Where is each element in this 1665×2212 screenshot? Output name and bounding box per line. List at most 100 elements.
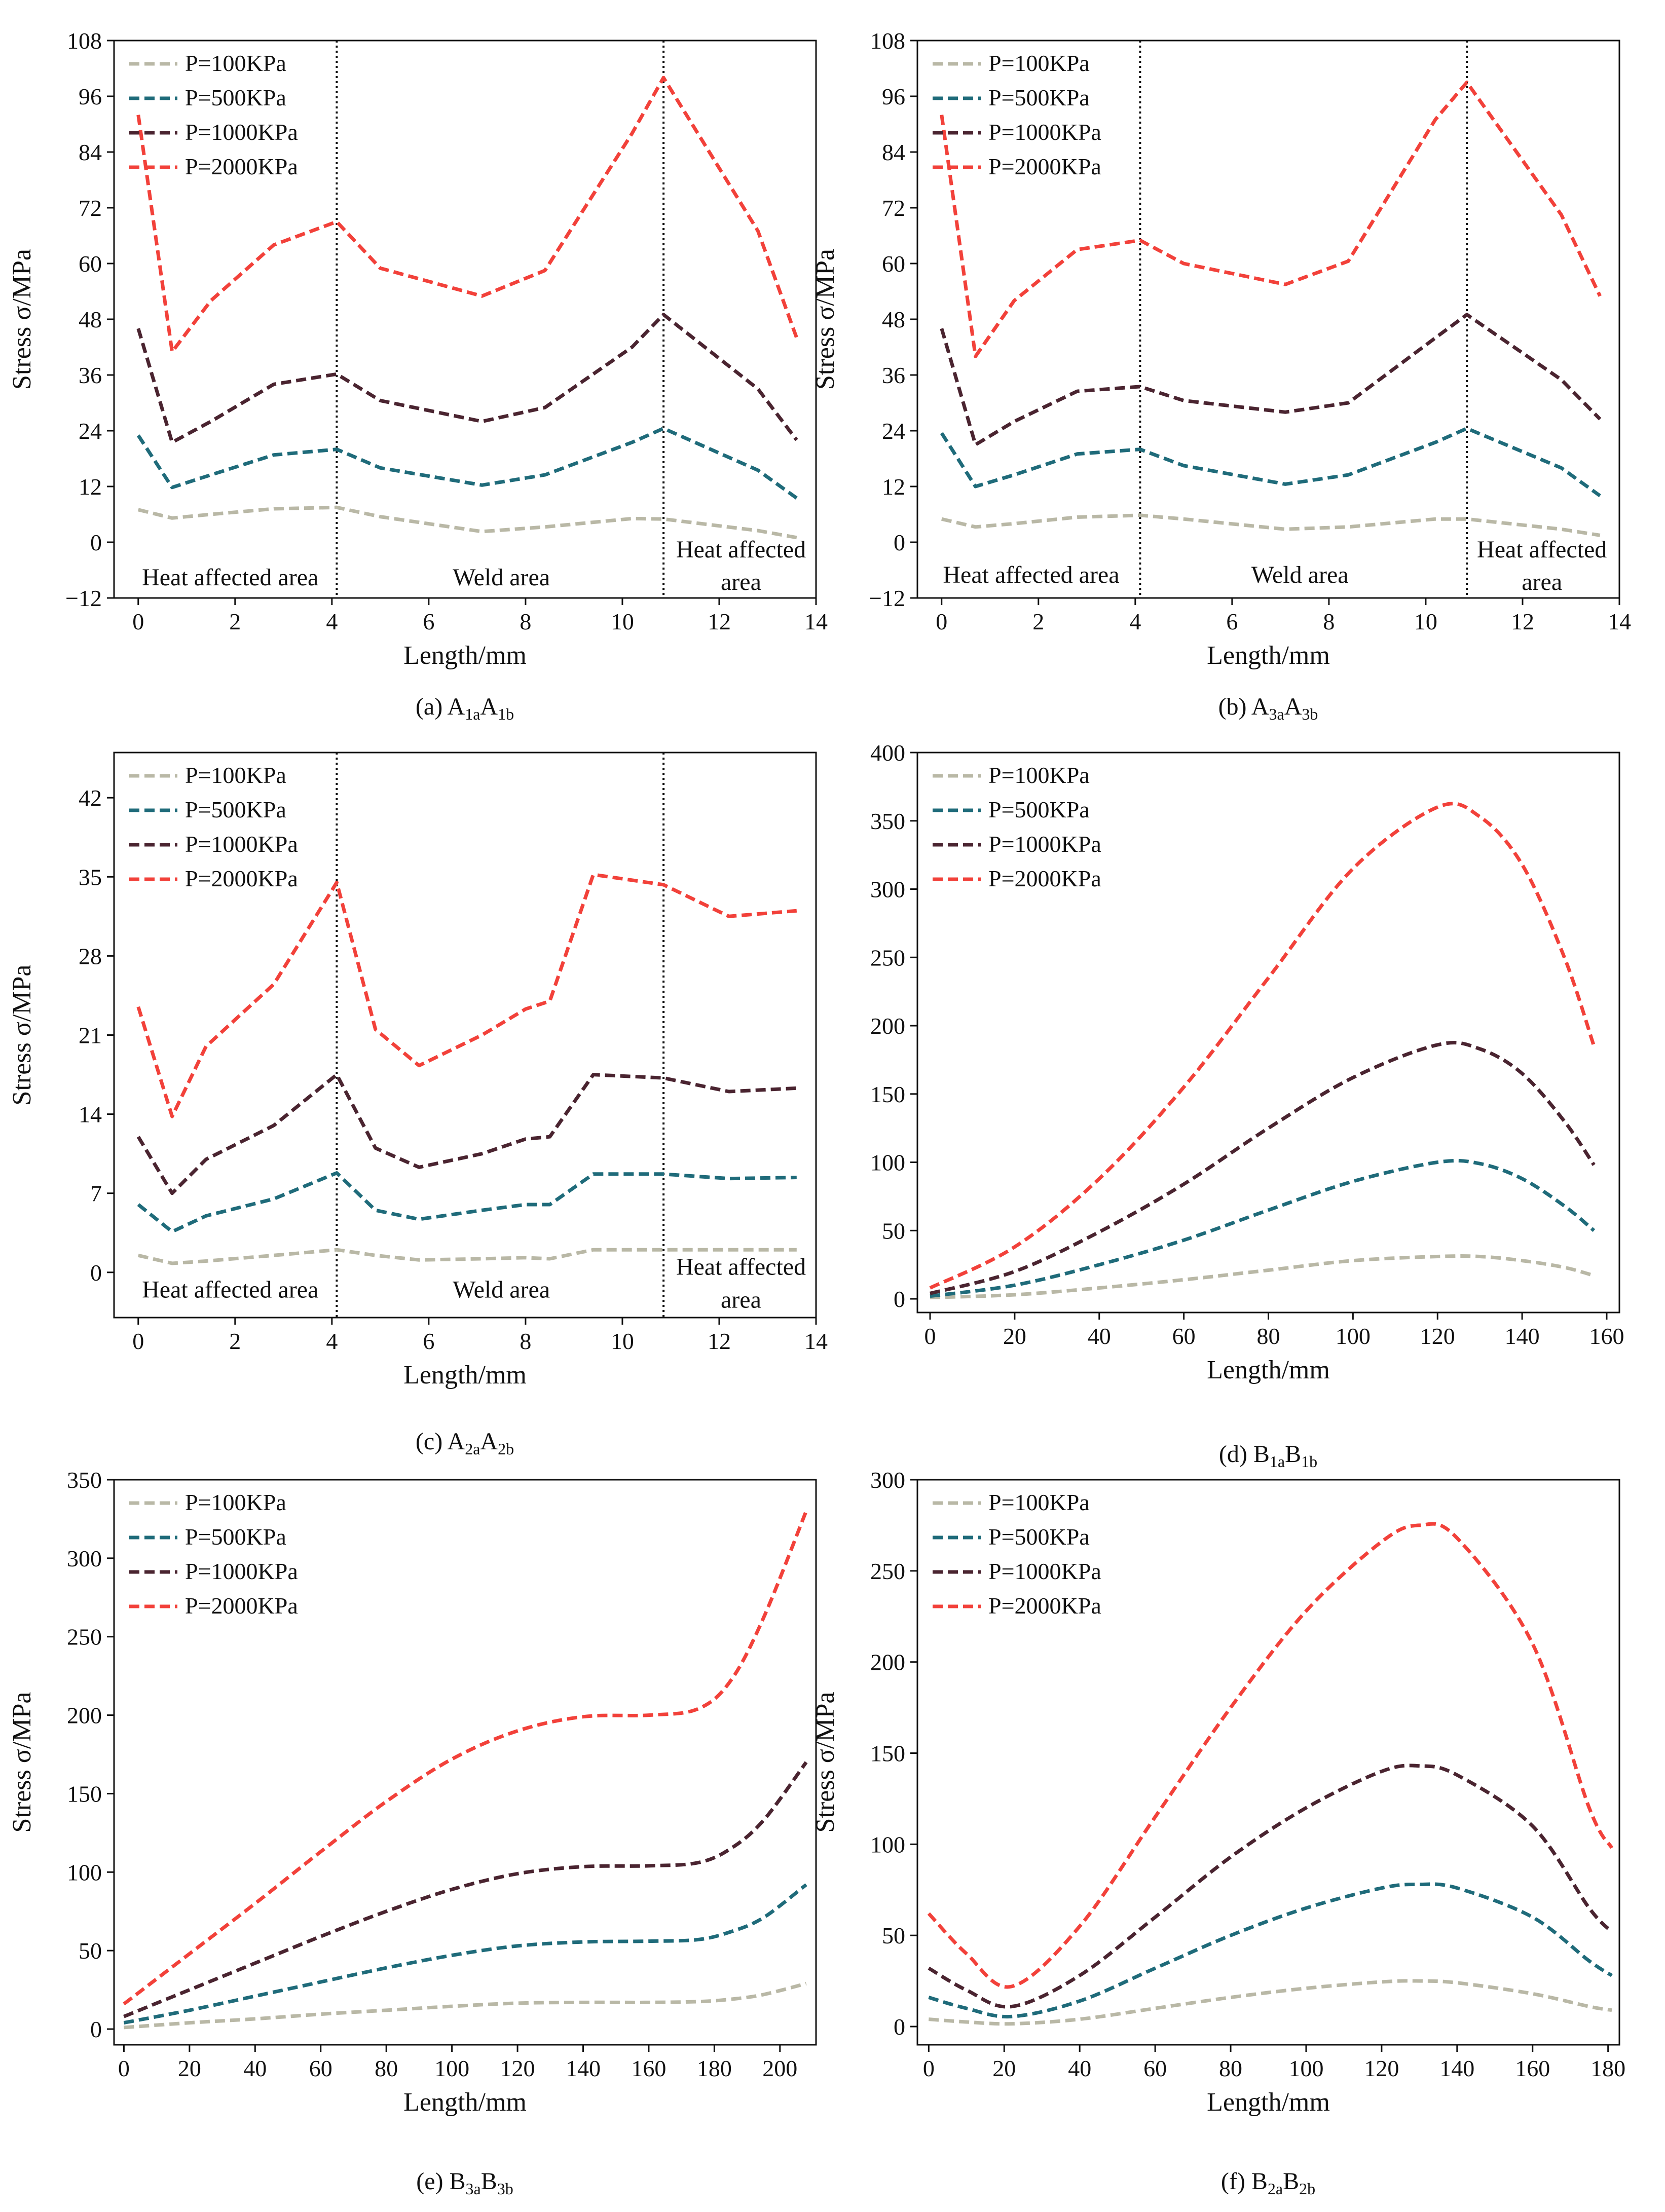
x-tick-label: 6 — [423, 1328, 434, 1354]
legend-label: P=500KPa — [988, 797, 1090, 822]
y-tick-label: 0 — [894, 1286, 905, 1312]
y-tick-label: 96 — [882, 84, 905, 109]
y-tick-label: 48 — [882, 307, 905, 332]
x-tick-label: 120 — [500, 2055, 535, 2081]
series-line-2 — [123, 1883, 807, 2025]
series-line-4 — [927, 1522, 1614, 1989]
legend-label: P=2000KPa — [988, 866, 1101, 891]
series-line-2 — [930, 1158, 1596, 1298]
region-label: Heat affected — [1477, 536, 1607, 563]
legend-label: P=100KPa — [185, 1489, 286, 1515]
x-axis-label: Length/mm — [1207, 641, 1330, 670]
x-tick-label: 60 — [1172, 1323, 1196, 1349]
y-tick-label: 250 — [67, 1624, 102, 1650]
y-tick-label: 100 — [870, 1150, 905, 1176]
y-tick-label: 84 — [79, 139, 102, 165]
y-axis-label: Stress σ/MPa — [8, 965, 36, 1106]
x-tick-label: 2 — [229, 1328, 241, 1354]
legend-label: P=1000KPa — [185, 831, 298, 857]
x-tick-label: 14 — [1608, 609, 1631, 634]
x-tick-label: 20 — [992, 2055, 1016, 2081]
series-line-3 — [136, 1073, 797, 1195]
x-tick-label: 160 — [1515, 2055, 1550, 2081]
y-tick-label: 0 — [90, 2016, 102, 2042]
x-tick-label: 80 — [1219, 2055, 1242, 2081]
series-line-4 — [940, 81, 1602, 358]
panel-caption: (a) A1aA1b — [416, 693, 514, 723]
chart-panel-f: 0 20 40 60 80 100 120 140 160 180 0 50 100 150 200 250 3… — [811, 1467, 1625, 2198]
series-line-1 — [124, 1981, 807, 2030]
chart-panel-a: 0 2 4 6 8 10 12 14−1201224364860728496108Length… — [8, 28, 828, 723]
y-tick-label: 35 — [79, 864, 102, 890]
x-tick-label: 100 — [434, 2055, 469, 2081]
y-tick-label: 36 — [882, 362, 905, 388]
legend-label: P=2000KPa — [185, 866, 298, 891]
x-tick-label: 80 — [375, 2055, 398, 2081]
x-tick-label: 2 — [1032, 609, 1044, 634]
caption-text: (a) A — [416, 693, 465, 720]
panel-caption: (f) B2aB2b — [1221, 2168, 1315, 2198]
x-tick-label: 140 — [1439, 2055, 1474, 2081]
y-tick-label: 50 — [882, 1218, 905, 1244]
y-axis-label: Stress σ/MPa — [8, 1692, 36, 1833]
y-tick-label: 42 — [79, 785, 102, 811]
caption-text: B — [1285, 1441, 1301, 1468]
plot-frame — [113, 1479, 817, 2046]
caption-text: B — [1283, 2168, 1299, 2195]
region-label: Weld area — [453, 1276, 550, 1303]
y-tick-label: −12 — [65, 585, 102, 611]
region-label: Heat affected area — [142, 564, 318, 591]
legend-label: P=500KPa — [185, 1524, 286, 1550]
x-tick-label: 100 — [1336, 1323, 1371, 1349]
y-tick-label: 300 — [870, 877, 905, 903]
plot-frame — [916, 1479, 1620, 2046]
series-line-2 — [940, 426, 1601, 498]
y-tick-label: 24 — [79, 418, 102, 444]
legend-label: P=2000KPa — [185, 154, 298, 179]
x-tick-label: 120 — [1364, 2055, 1399, 2081]
series-line-3 — [928, 1764, 1613, 2009]
legend-label: P=100KPa — [185, 50, 286, 76]
x-tick-label: 40 — [1068, 2055, 1091, 2081]
y-axis-label: Stress σ/MPa — [811, 249, 840, 390]
legend-label: P=100KPa — [185, 762, 286, 788]
x-axis-label: Length/mm — [1207, 2088, 1330, 2117]
x-tick-label: 120 — [1420, 1323, 1455, 1349]
region-label: Heat affected area — [142, 1276, 318, 1303]
caption-subscript: 2a — [465, 1440, 480, 1458]
legend-label: P=100KPa — [988, 50, 1090, 76]
y-tick-label: 250 — [870, 1558, 905, 1584]
x-tick-label: 140 — [566, 2055, 601, 2081]
x-tick-label: 0 — [924, 1323, 936, 1349]
caption-subscript: 3b — [1302, 705, 1318, 723]
y-tick-label: 150 — [870, 1081, 905, 1107]
chart-panel-c: 0 2 4 6 8 10 12 14 0 7 14 21 28 35 42 Length/mm Stress σ… — [8, 752, 828, 1458]
x-tick-label: 100 — [1288, 2055, 1323, 2081]
y-tick-label: 72 — [79, 195, 102, 221]
caption-text: (c) A — [416, 1428, 465, 1455]
y-tick-label: 0 — [90, 530, 102, 555]
series-line-2 — [136, 426, 798, 500]
legend-label: P=1000KPa — [185, 1558, 298, 1584]
y-tick-label: 24 — [882, 418, 905, 444]
legend-label: P=500KPa — [185, 797, 286, 822]
x-tick-label: 6 — [1226, 609, 1238, 634]
x-tick-label: 8 — [520, 609, 531, 634]
caption-subscript: 1a — [1270, 1452, 1285, 1471]
y-tick-label: 12 — [882, 474, 905, 500]
y-tick-label: 108 — [67, 28, 102, 54]
region-label: area — [721, 569, 761, 595]
caption-subscript: 1b — [498, 705, 514, 723]
x-tick-label: 0 — [132, 1328, 144, 1354]
x-tick-label: 160 — [1589, 1323, 1624, 1349]
series-line-1 — [137, 505, 797, 540]
region-label: area — [1522, 569, 1562, 595]
y-tick-label: 300 — [870, 1467, 905, 1493]
x-tick-label: 160 — [631, 2055, 666, 2081]
series-line-3 — [930, 1041, 1596, 1295]
legend-label: P=1000KPa — [988, 831, 1101, 857]
legend-label: P=2000KPa — [988, 154, 1101, 179]
y-tick-label: −12 — [869, 585, 905, 611]
x-tick-label: 0 — [132, 609, 144, 634]
